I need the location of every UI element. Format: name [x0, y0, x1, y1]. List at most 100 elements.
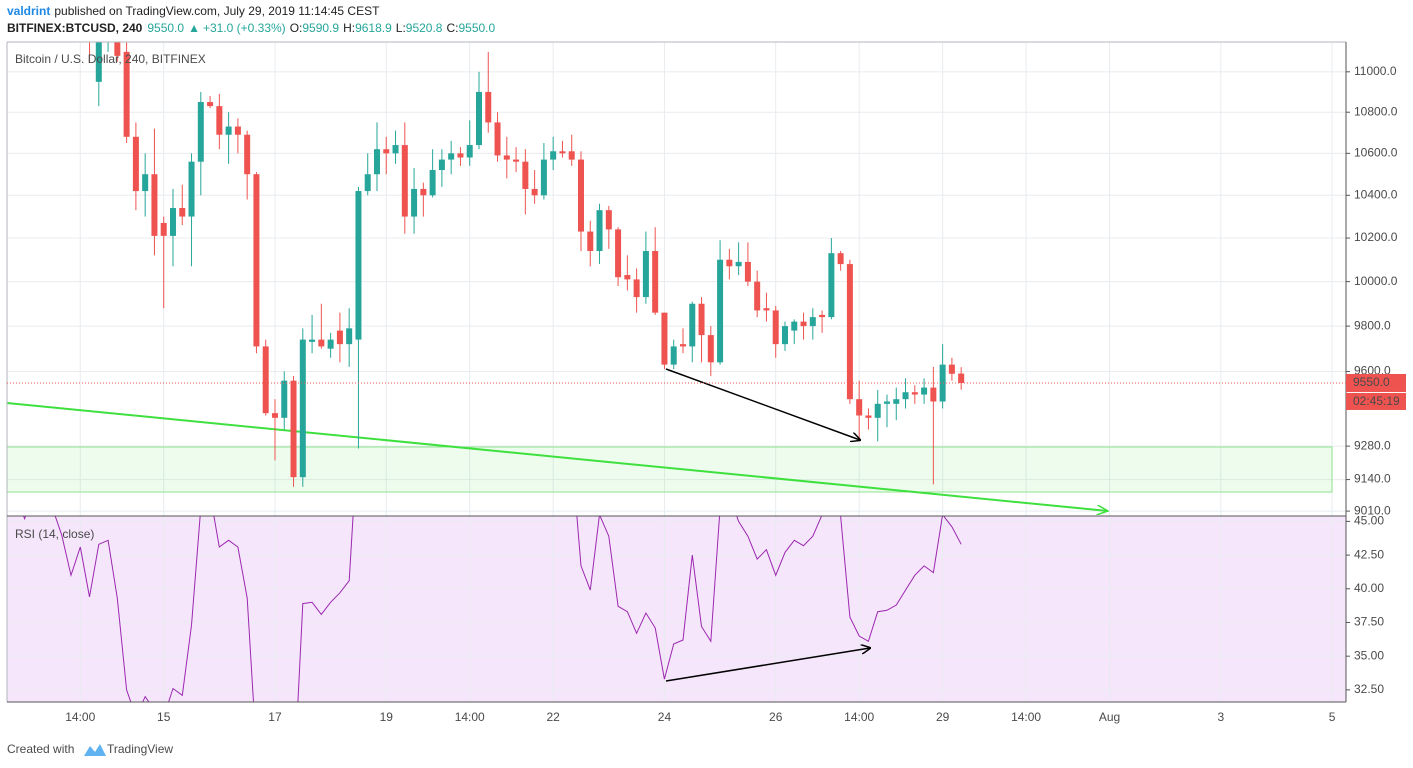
candle-body: [642, 251, 649, 298]
divergence-arrow: [665, 648, 870, 682]
candle-body: [679, 344, 686, 347]
candle-body: [364, 174, 371, 192]
candle-body: [670, 346, 677, 365]
candle-body: [262, 346, 269, 414]
candle-body: [577, 159, 584, 232]
candle-body: [225, 126, 232, 135]
ohlc-key: L:: [396, 21, 406, 35]
candle-body: [522, 161, 529, 189]
candle-body: [754, 281, 761, 311]
ohlc-value: 9550.0: [458, 21, 495, 35]
rsi-background: [7, 516, 1346, 702]
candle-body: [837, 253, 844, 265]
y-tick-label: 37.50: [1354, 615, 1384, 629]
candle-body: [883, 401, 890, 404]
candle-body: [336, 330, 343, 345]
ohlc-key: C:: [446, 21, 458, 35]
candle-body: [717, 259, 724, 363]
x-tick-label: 15: [157, 710, 171, 724]
candle-body: [540, 159, 547, 196]
y-tick-label: 11000.0: [1354, 64, 1397, 78]
x-tick-label: 24: [658, 710, 672, 724]
candle-body: [698, 303, 705, 336]
candle-body: [856, 399, 863, 416]
candle-body: [846, 264, 853, 400]
symbol-line: BITFINEX:BTCUSD, 240 9550.0 ▲ +31.0 (+0.33%…: [7, 21, 496, 35]
price-pane: [7, 42, 1333, 511]
candle-body: [958, 373, 965, 383]
candle-body: [271, 413, 278, 418]
y-tick-label: 9280.0: [1354, 438, 1391, 452]
x-tick-label: 14:00: [844, 710, 874, 724]
candle-body: [438, 159, 445, 171]
candle-body: [411, 188, 418, 217]
candle-body: [707, 335, 714, 363]
candle-body: [123, 51, 130, 137]
symbol: BITFINEX:BTCUSD, 240: [7, 21, 143, 35]
candle-body: [466, 145, 473, 158]
candle-body: [327, 339, 334, 349]
candle-body: [772, 310, 779, 345]
y-tick-label: 45.00: [1354, 514, 1384, 528]
ohlc-value: 9590.9: [302, 21, 339, 35]
candle-body: [429, 170, 436, 196]
y-tick-label: 32.50: [1354, 682, 1384, 696]
candle-body: [234, 126, 241, 135]
footer-brand: TradingView: [107, 742, 173, 756]
y-tick-label: 35.00: [1354, 648, 1384, 662]
candle-body: [865, 415, 872, 418]
y-tick-label: 10800.0: [1354, 104, 1398, 118]
candle-body: [299, 339, 306, 478]
candle-body: [605, 210, 612, 230]
candle-body: [420, 188, 427, 196]
candle-body: [596, 210, 603, 252]
candle-body: [179, 208, 186, 217]
x-tick-label: 14:00: [65, 710, 95, 724]
candle-body: [939, 364, 946, 402]
y-tick-label: 40.00: [1354, 581, 1384, 595]
candle-body: [207, 102, 214, 107]
candle-body: [781, 326, 788, 345]
candle-body: [809, 317, 816, 327]
ohlc-key: H:: [343, 21, 355, 35]
x-tick-label: 14:00: [455, 710, 485, 724]
candle-body: [633, 279, 640, 298]
published: published on TradingView.com, July 29, 2…: [54, 4, 380, 18]
candle-body: [151, 174, 158, 236]
countdown-box: [1346, 392, 1406, 410]
y-tick-label: 10600.0: [1354, 146, 1398, 160]
y-tick-label: 9010.0: [1354, 503, 1391, 517]
candle-body: [188, 161, 195, 217]
ohlc-value: 9618.9: [355, 21, 392, 35]
candle-body: [485, 91, 492, 123]
header-line: valdrint published on TradingView.com, Ju…: [7, 4, 380, 18]
x-tick-label: 19: [380, 710, 394, 724]
candle-body: [902, 392, 909, 400]
candle-body: [392, 145, 399, 154]
grid: [7, 42, 1346, 702]
rsi-pane: [23, 516, 962, 702]
x-tick-label: 14:00: [1011, 710, 1041, 724]
candle-body: [160, 222, 167, 236]
chart-title: Bitcoin / U.S. Dollar, 240, BITFINEX: [15, 52, 206, 66]
candle-body: [355, 191, 362, 340]
candle-body: [735, 261, 742, 267]
last-price-box: [1346, 373, 1406, 392]
candle-body: [216, 106, 223, 135]
x-tick-label: 29: [936, 710, 950, 724]
rsi-title: RSI (14, close): [15, 527, 94, 541]
x-tick-label: 3: [1217, 710, 1224, 724]
background: [7, 516, 1346, 702]
candle-body: [568, 151, 575, 160]
candle-body: [475, 91, 482, 146]
y-tick-label: 9800.0: [1354, 318, 1391, 332]
candle-body: [309, 339, 316, 342]
y-tick-label: 10200.0: [1354, 230, 1398, 244]
candle-body: [921, 387, 928, 395]
candle-body: [132, 136, 139, 192]
candle-body: [318, 339, 325, 347]
candle-body: [550, 151, 557, 160]
logo: [84, 744, 106, 756]
y-tick-label: 10000.0: [1354, 274, 1398, 288]
countdown-label: 02:45:19: [1353, 394, 1400, 408]
